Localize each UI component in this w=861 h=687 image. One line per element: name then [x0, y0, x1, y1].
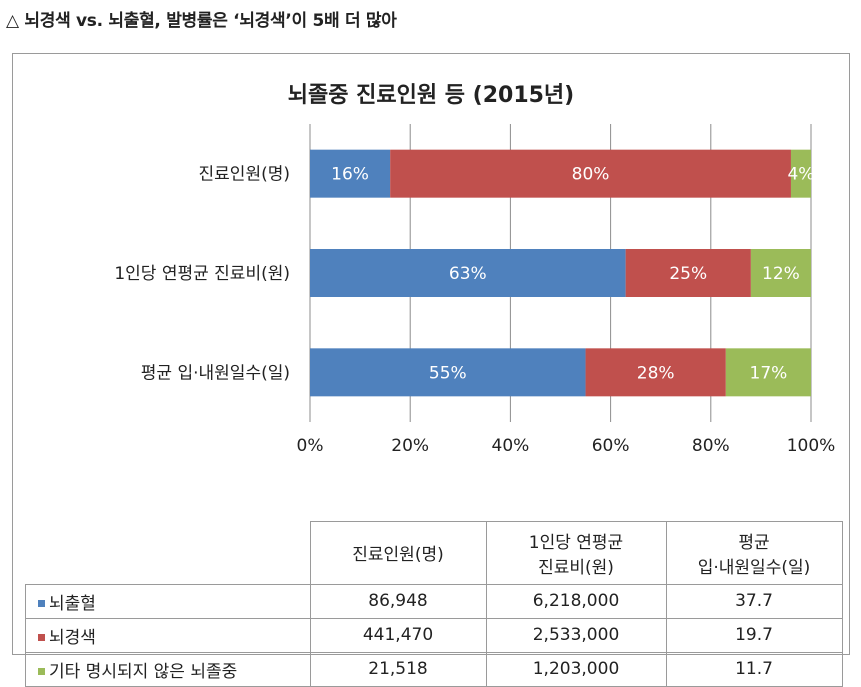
table-row: 기타 명시되지 않은 뇌졸중 21,518 1,203,000 11.7 — [25, 651, 843, 687]
category-label: 진료인원(명) — [199, 165, 290, 185]
table-cell: 2,533,000 — [485, 617, 667, 653]
bar-segment — [310, 249, 626, 297]
header-text: 평균 — [738, 532, 770, 553]
data-label: 55% — [429, 363, 467, 383]
table-corner — [26, 522, 311, 585]
data-label: 63% — [449, 264, 487, 284]
table-row: 뇌경색 441,470 2,533,000 19.7 — [25, 617, 843, 653]
legend-swatch — [38, 634, 45, 641]
x-tick-label: 80% — [692, 436, 730, 456]
header-text: 1인당 연평균 — [528, 532, 624, 553]
data-label: 4% — [787, 165, 814, 185]
table-cell: 21,518 — [309, 651, 487, 687]
table-row: 뇌출혈 86,948 6,218,000 37.7 — [25, 583, 843, 619]
table-cell: 441,470 — [309, 617, 487, 653]
bar-segment — [390, 149, 791, 198]
bar-segment — [750, 249, 811, 297]
x-tick-label: 60% — [592, 436, 630, 456]
category-label: 평균 입·내원일수(일) — [141, 363, 290, 383]
data-label: 17% — [750, 363, 788, 383]
x-tick-label: 40% — [492, 436, 530, 456]
header-text: 진료인원(명) — [352, 545, 444, 566]
table-cell: 37.7 — [665, 583, 843, 619]
bar-segment — [310, 348, 586, 397]
data-label: 80% — [572, 165, 610, 185]
legend-label: 뇌출혈 — [49, 593, 96, 614]
table-cell: 86,948 — [309, 583, 487, 619]
legend-swatch — [38, 600, 45, 607]
bar-segment — [310, 149, 391, 198]
bar-segment — [725, 348, 811, 397]
chart-title: 뇌졸중 진료인원 등 (2015년) — [287, 83, 575, 108]
header-text: 입·내원일수(일) — [697, 557, 811, 578]
legend-label: 뇌경색 — [49, 627, 96, 648]
caption: △ 뇌경색 vs. 뇌출혈, 발병률은 ‘뇌경색’이 5배 더 많아 — [6, 11, 397, 31]
chart-frame: 뇌졸중 진료인원 등 (2015년) 0% 20% 40% 60% 80% 100% 진료인… — [12, 53, 850, 687]
data-label: 12% — [762, 264, 800, 284]
data-label: 16% — [331, 165, 369, 185]
x-tick-label: 20% — [391, 436, 429, 456]
bar-segment — [585, 348, 726, 397]
bar-segment — [790, 149, 811, 198]
table-cell: 6,218,000 — [485, 583, 667, 619]
legend-swatch — [38, 668, 45, 675]
data-label: 28% — [637, 363, 675, 383]
table-cell: 19.7 — [665, 617, 843, 653]
x-tick-label: 0% — [297, 436, 324, 456]
legend-cell: 뇌출혈 — [25, 583, 311, 619]
table-header: 진료인원(명) — [309, 521, 487, 585]
header-text: 진료비(원) — [538, 557, 614, 578]
x-tick-label: 100% — [787, 436, 836, 456]
table-cell: 11.7 — [665, 651, 843, 687]
category-label: 1인당 연평균 진료비(원) — [114, 264, 290, 284]
legend-cell: 기타 명시되지 않은 뇌졸중 — [25, 651, 311, 687]
bar-chart: 0% 20% 40% 60% 80% 100% 진료인원(명) 16% 80% 4% 1인당 연평균… — [114, 124, 836, 456]
data-label: 25% — [669, 264, 707, 284]
table-cell: 1,203,000 — [485, 651, 667, 687]
legend-cell: 뇌경색 — [25, 617, 311, 653]
bar-segment — [625, 249, 751, 297]
